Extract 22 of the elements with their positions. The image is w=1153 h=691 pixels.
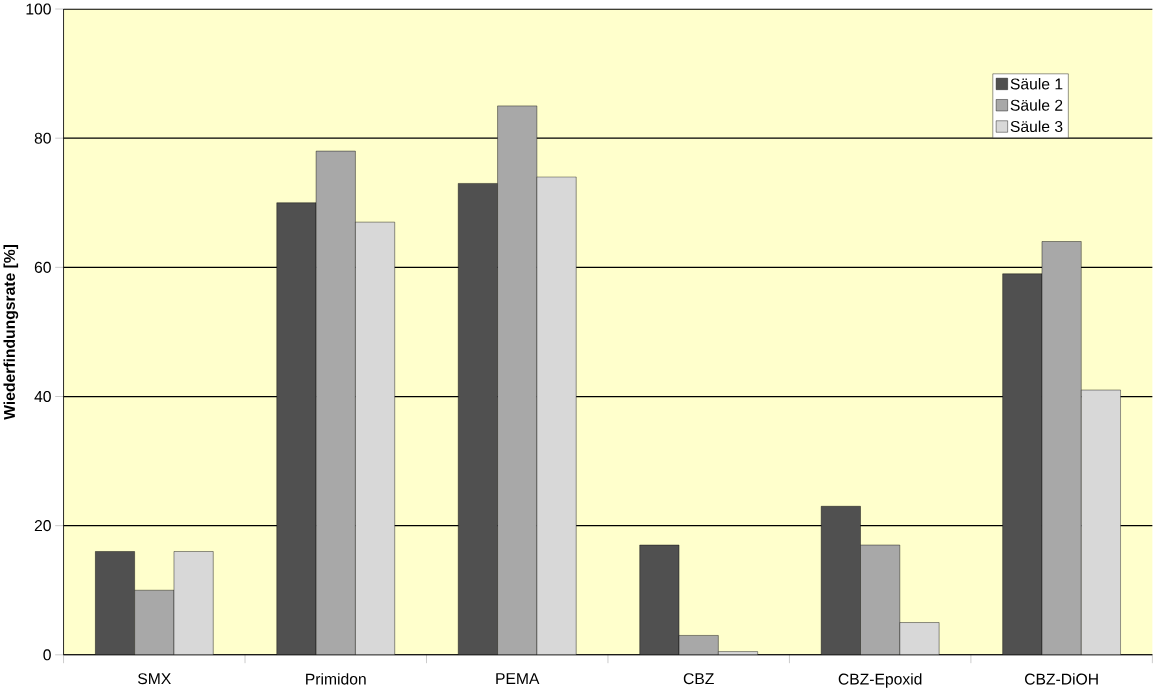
bar bbox=[134, 589, 175, 655]
x-tick-label: PEMA bbox=[496, 673, 540, 684]
y-tick-label: 100 bbox=[26, 3, 51, 15]
bar bbox=[860, 544, 901, 655]
bar bbox=[315, 150, 356, 655]
bar bbox=[678, 635, 719, 655]
bar bbox=[497, 105, 538, 655]
x-tick-label: CBZ bbox=[683, 673, 714, 685]
x-tick-label: CBZ-DiOH bbox=[1025, 673, 1098, 685]
legend-label: Säule 3 bbox=[1010, 120, 1063, 132]
legend-label: Säule 1 bbox=[1010, 77, 1063, 90]
x-tick-label: Primidon bbox=[306, 673, 366, 685]
legend-label: Säule 2 bbox=[1010, 99, 1063, 111]
y-tick-label: 80 bbox=[34, 132, 51, 144]
bar bbox=[1041, 241, 1082, 655]
y-axis-title: Wiederfindungsrate [%] bbox=[3, 244, 19, 420]
y-tick-label: 20 bbox=[34, 520, 51, 532]
x-tick-label: SMX bbox=[138, 673, 171, 685]
y-tick-label: 40 bbox=[34, 390, 51, 402]
x-tick-label: CBZ-Epoxid bbox=[838, 673, 922, 688]
y-tick-label: 0 bbox=[43, 649, 51, 661]
y-tick-label: 60 bbox=[34, 261, 51, 273]
